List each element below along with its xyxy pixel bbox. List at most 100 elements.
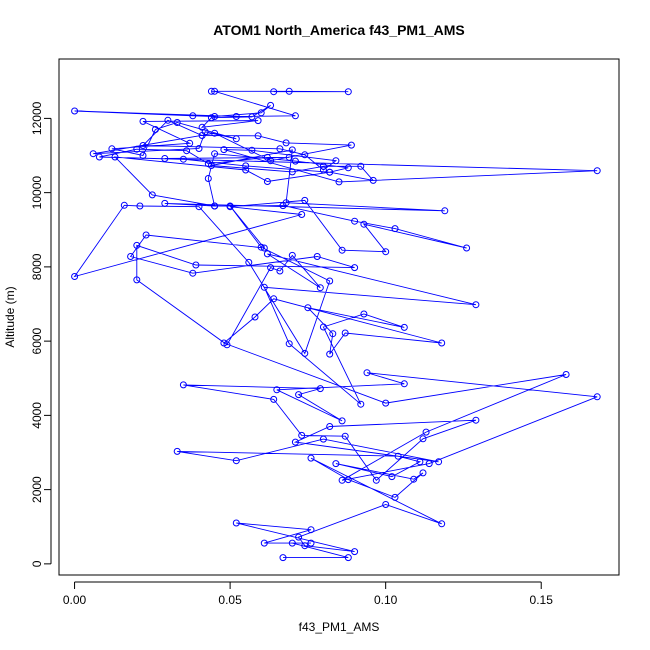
data-point bbox=[329, 330, 337, 338]
data-point bbox=[254, 132, 262, 140]
data-point bbox=[301, 349, 309, 357]
data-point bbox=[270, 88, 278, 96]
data-point bbox=[304, 304, 312, 312]
data-point bbox=[419, 435, 427, 443]
data-point bbox=[341, 432, 349, 440]
data-point bbox=[133, 145, 141, 153]
data-point bbox=[151, 126, 159, 133]
data-point bbox=[307, 539, 315, 547]
data-point bbox=[148, 191, 156, 199]
data-point bbox=[192, 261, 200, 269]
data-point bbox=[298, 211, 306, 218]
data-point bbox=[463, 244, 471, 252]
data-point bbox=[288, 539, 296, 547]
data-point bbox=[111, 153, 119, 161]
data-point bbox=[291, 112, 299, 120]
data-point bbox=[391, 493, 399, 501]
data-point bbox=[562, 371, 570, 378]
data-point bbox=[279, 554, 287, 562]
data-point bbox=[338, 417, 346, 425]
data-point bbox=[335, 178, 343, 186]
data-point bbox=[245, 258, 253, 266]
x-axis-label: f43_PM1_AMS bbox=[299, 620, 380, 634]
data-point bbox=[270, 395, 278, 403]
data-point bbox=[288, 168, 296, 176]
data-point bbox=[351, 264, 359, 272]
data-point bbox=[189, 112, 197, 120]
data-point bbox=[332, 460, 340, 468]
data-point bbox=[211, 150, 219, 158]
data-point bbox=[285, 153, 293, 161]
data-point bbox=[332, 157, 340, 165]
data-point bbox=[257, 109, 265, 117]
data-point bbox=[301, 196, 309, 204]
data-point bbox=[71, 273, 79, 280]
data-point bbox=[357, 162, 365, 170]
data-point bbox=[326, 423, 334, 430]
data-point bbox=[186, 139, 194, 147]
data-point bbox=[291, 438, 299, 446]
data-point bbox=[285, 87, 293, 95]
data-point bbox=[347, 141, 355, 149]
data-point bbox=[211, 129, 219, 137]
data-point bbox=[183, 147, 191, 155]
data-point bbox=[298, 431, 306, 439]
data-point bbox=[120, 201, 128, 209]
y-tick-label: 6000 bbox=[30, 327, 44, 354]
data-point bbox=[295, 391, 303, 399]
data-point bbox=[438, 339, 446, 347]
data-point bbox=[267, 264, 275, 272]
x-tick-label: 0.10 bbox=[374, 593, 398, 607]
data-point bbox=[211, 87, 219, 95]
data-point bbox=[207, 87, 215, 95]
data-point bbox=[251, 313, 259, 321]
data-point bbox=[363, 369, 371, 377]
data-point bbox=[108, 145, 116, 153]
data-point bbox=[422, 428, 430, 436]
data-point bbox=[232, 519, 240, 527]
data-point bbox=[438, 520, 446, 528]
data-point bbox=[257, 243, 265, 251]
y-tick-label: 4000 bbox=[30, 402, 44, 429]
data-point bbox=[388, 473, 396, 481]
data-point bbox=[360, 220, 368, 228]
data-point bbox=[220, 146, 228, 154]
data-point bbox=[223, 341, 231, 349]
data-point bbox=[307, 454, 315, 462]
data-point bbox=[263, 178, 271, 185]
data-point bbox=[211, 113, 219, 120]
x-tick-label: 0.05 bbox=[218, 593, 242, 607]
data-point bbox=[382, 399, 390, 407]
data-point bbox=[139, 117, 147, 125]
data-point bbox=[207, 114, 215, 122]
data-point bbox=[195, 203, 203, 211]
data-point bbox=[344, 554, 352, 562]
data-point bbox=[242, 166, 250, 174]
data-point bbox=[95, 153, 103, 161]
data-point bbox=[127, 253, 135, 260]
data-point bbox=[288, 146, 296, 154]
data-point bbox=[226, 203, 234, 211]
data-point bbox=[232, 135, 240, 143]
data-point bbox=[319, 435, 327, 443]
data-point bbox=[400, 323, 408, 331]
data-point bbox=[204, 175, 212, 182]
data-point bbox=[254, 117, 262, 125]
data-point bbox=[273, 386, 281, 394]
data-point bbox=[139, 152, 147, 159]
data-point bbox=[351, 217, 359, 225]
data-point bbox=[260, 539, 268, 547]
data-point bbox=[139, 142, 147, 149]
data-point bbox=[89, 150, 97, 158]
data-point bbox=[344, 164, 352, 172]
data-point bbox=[133, 241, 141, 249]
data-point bbox=[267, 101, 275, 109]
data-point bbox=[248, 113, 256, 121]
data-point bbox=[400, 380, 408, 388]
data-point bbox=[391, 225, 399, 233]
data-point bbox=[248, 146, 256, 154]
data-point bbox=[410, 475, 418, 483]
data-point bbox=[282, 139, 290, 147]
data-point bbox=[295, 533, 303, 541]
y-tick-label: 8000 bbox=[30, 253, 44, 280]
